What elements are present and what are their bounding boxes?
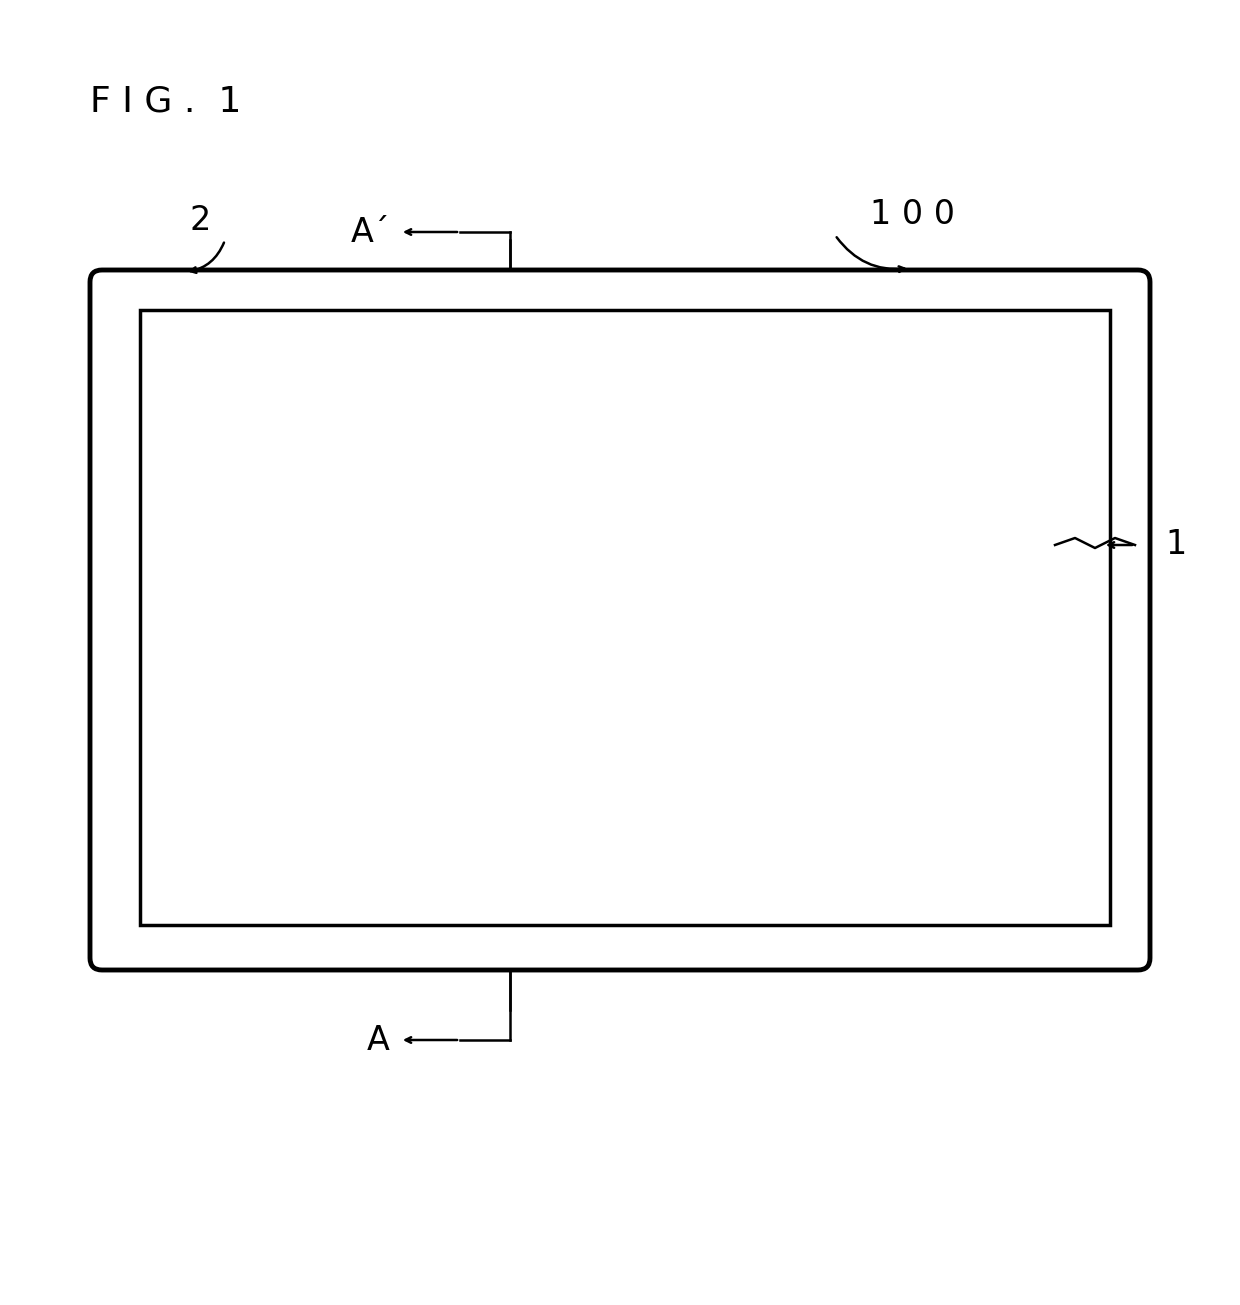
FancyBboxPatch shape bbox=[91, 270, 1149, 970]
Text: A: A bbox=[367, 1023, 391, 1057]
Text: 2: 2 bbox=[190, 204, 211, 236]
Bar bbox=[140, 311, 1110, 925]
Text: 1: 1 bbox=[1166, 529, 1187, 561]
Text: 1 0 0: 1 0 0 bbox=[870, 198, 955, 231]
Text: F I G .  1: F I G . 1 bbox=[91, 85, 242, 119]
Text: A´: A´ bbox=[351, 215, 391, 248]
